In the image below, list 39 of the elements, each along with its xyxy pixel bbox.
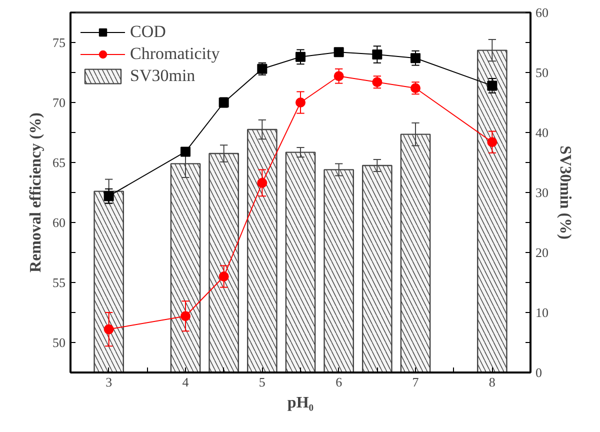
- y-tick-label: 70: [52, 95, 66, 110]
- legend-label: Chromaticity: [130, 44, 220, 64]
- point: [180, 311, 190, 322]
- legend-label: SV30min: [130, 66, 196, 86]
- y-axis-title: Removal efficiency (%): [28, 112, 44, 272]
- legend-label: COD: [130, 22, 166, 42]
- y2-tick-label: 40: [536, 125, 548, 140]
- point: [487, 80, 498, 91]
- point: [218, 272, 229, 282]
- point: [296, 52, 306, 62]
- point: [334, 71, 344, 82]
- y-tick-label: 60: [52, 215, 66, 230]
- y2-tick-label: 50: [536, 65, 548, 80]
- y-tick-label: 50: [52, 335, 66, 350]
- y2-tick-label: 0: [536, 365, 542, 380]
- y-tick-label: 75: [52, 35, 66, 50]
- x-axis-title: pH₀: [287, 394, 314, 412]
- x-tick-label: 5: [258, 374, 266, 390]
- point: [296, 98, 306, 108]
- point: [372, 50, 382, 60]
- point: [334, 47, 344, 58]
- point: [410, 53, 420, 64]
- point: [104, 191, 114, 202]
- y2-tick-label: 30: [536, 185, 548, 200]
- x-tick-label: 4: [182, 374, 190, 390]
- point: [487, 137, 498, 148]
- y-tick-label: 65: [52, 155, 66, 170]
- y2-tick-label: 60: [536, 5, 548, 20]
- y2-axis-title: SV30min (%): [556, 146, 574, 240]
- y-tick-label: 55: [52, 275, 66, 290]
- y2-tick-label: 20: [536, 245, 548, 260]
- point: [257, 178, 268, 188]
- y2-tick-label: 10: [536, 305, 548, 320]
- point: [104, 324, 114, 334]
- point: [180, 146, 190, 157]
- x-tick-label: 8: [488, 374, 496, 390]
- x-tick-label: 6: [336, 374, 343, 390]
- x-tick-label: 7: [412, 374, 420, 390]
- x-tick-label: 3: [106, 374, 112, 390]
